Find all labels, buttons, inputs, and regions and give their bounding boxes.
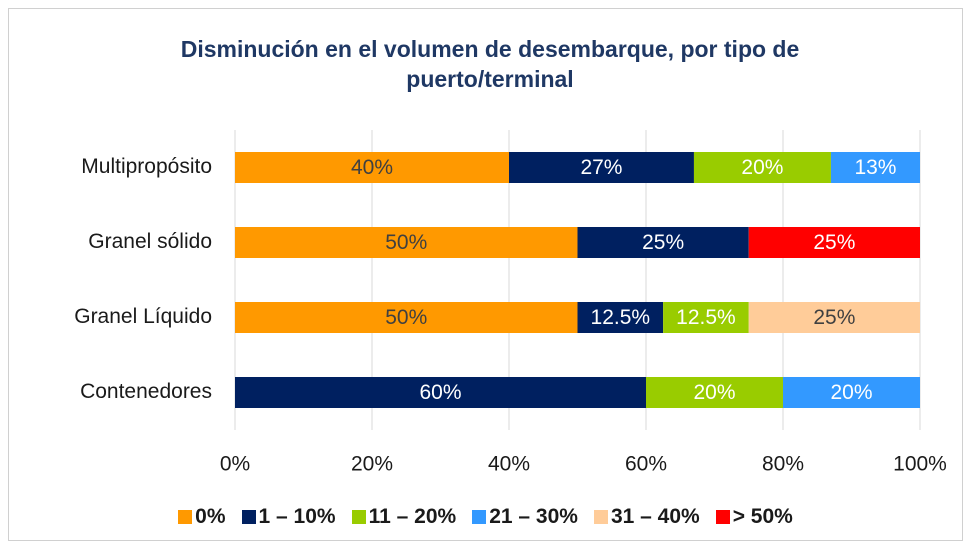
y-tick-label: Granel Líquido — [74, 305, 212, 328]
bar-segment — [235, 377, 646, 408]
data-label: 20% — [693, 381, 735, 404]
legend: 0% 1 – 10% 11 – 20% 21 – 30% 31 – 40% > 50% — [0, 505, 971, 529]
legend-label: 11 – 20% — [368, 505, 457, 528]
data-label: 20% — [741, 156, 783, 179]
bar-segment — [577, 227, 749, 258]
bar-segment — [830, 152, 920, 183]
legend-label: > 50% — [732, 505, 793, 528]
legend-label: 1 – 10% — [258, 505, 336, 528]
data-label: 13% — [854, 156, 896, 179]
legend-item: 21 – 30% — [472, 505, 578, 529]
bar-segment — [235, 302, 578, 333]
bar-segment — [646, 377, 783, 408]
legend-label: 21 – 30% — [489, 505, 578, 528]
legend-item: 1 – 10% — [241, 505, 336, 529]
legend-item: > 50% — [715, 505, 793, 529]
legend-swatch — [351, 510, 366, 524]
legend-item: 11 – 20% — [351, 505, 457, 529]
data-label: 25% — [813, 231, 855, 254]
data-label: 50% — [385, 306, 427, 329]
data-label: 27% — [580, 156, 622, 179]
y-tick-label: Contenedores — [80, 380, 212, 403]
y-tick-label: Multipropósito — [81, 155, 212, 178]
x-tick-label: 100% — [893, 453, 947, 476]
x-tick-label: 60% — [625, 453, 667, 476]
data-label: 12.5% — [676, 306, 736, 329]
legend-swatch — [178, 510, 193, 524]
x-tick-label: 80% — [762, 453, 804, 476]
legend-swatch — [241, 510, 256, 524]
bar-segment — [235, 152, 509, 183]
data-label: 50% — [385, 231, 427, 254]
x-tick-label: 40% — [488, 453, 530, 476]
bar-segment — [748, 227, 920, 258]
bar-segment — [748, 302, 920, 333]
data-label: 25% — [642, 231, 684, 254]
legend-label: 31 – 40% — [610, 505, 700, 528]
y-tick-label: Granel sólido — [88, 230, 212, 253]
bar-segment — [235, 227, 578, 258]
legend-item: 31 – 40% — [593, 505, 700, 529]
chart-border — [8, 8, 963, 541]
legend-swatch — [593, 510, 608, 524]
data-label: 25% — [813, 306, 855, 329]
data-label: 60% — [419, 381, 461, 404]
data-label: 12.5% — [591, 306, 651, 329]
x-tick-label: 0% — [220, 453, 250, 476]
bar-segment — [783, 377, 920, 408]
data-label: 40% — [351, 156, 393, 179]
bar-segment — [663, 302, 749, 333]
bar-segment — [577, 302, 664, 333]
data-label: 20% — [830, 381, 872, 404]
legend-item: 0% — [178, 505, 226, 529]
bar-segment — [693, 152, 831, 183]
bar-segment — [509, 152, 694, 183]
legend-swatch — [472, 510, 487, 524]
x-tick-label: 20% — [351, 453, 393, 476]
chart-title: Disminución en el volumen de desembarque… — [180, 36, 800, 92]
legend-label: 0% — [195, 505, 226, 528]
legend-swatch — [715, 510, 730, 524]
